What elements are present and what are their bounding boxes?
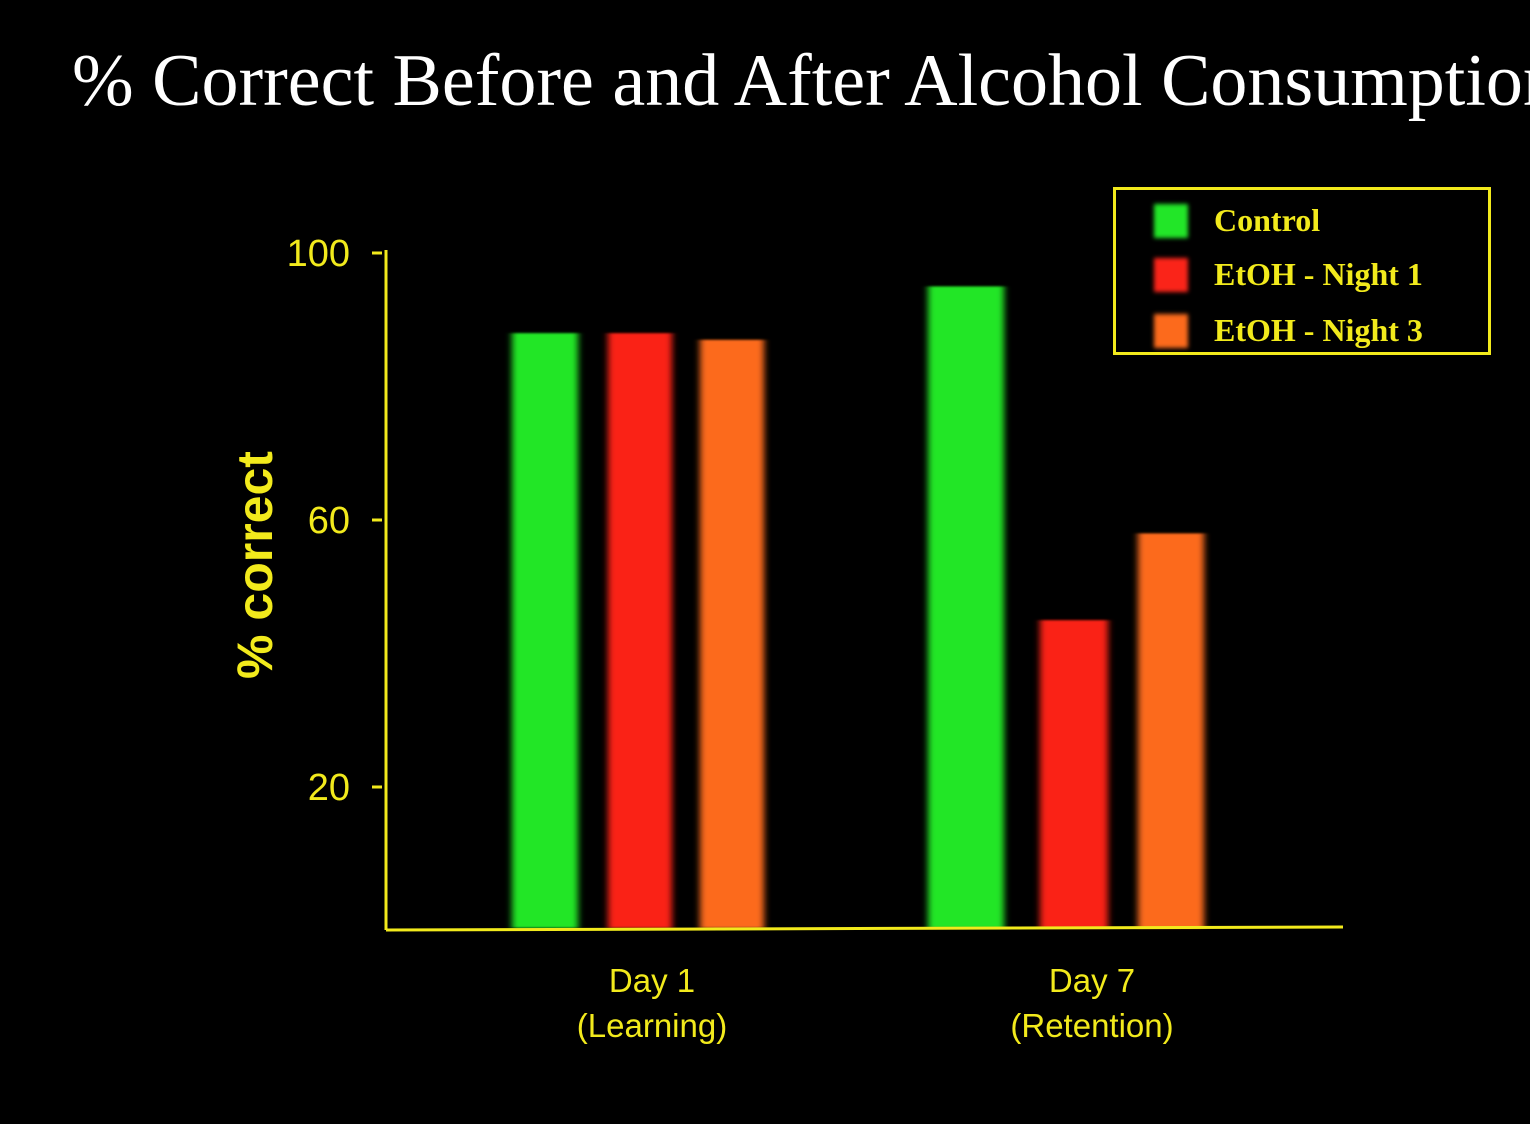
legend: Control EtOH - Night 1 EtOH - Night 3 (1113, 187, 1491, 355)
bar-etoh-night-1-cat-2 (1040, 620, 1108, 928)
bar-etoh-night-3-cat-1 (700, 339, 764, 928)
legend-item-control: Control (1116, 198, 1488, 242)
y-tick-label: 20 (308, 767, 350, 809)
x-category-label: Day 1 (609, 962, 695, 999)
y-tick-label: 100 (287, 233, 350, 275)
y-axis-title: % correct (227, 451, 283, 679)
legend-label-etoh-night-1: EtOH - Night 1 (1214, 256, 1423, 292)
legend-item-etoh-night-3: EtOH - Night 3 (1116, 308, 1488, 352)
legend-swatch-control (1154, 204, 1188, 238)
bar-etoh-night-1-cat-1 (608, 333, 672, 929)
x-category-label: (Retention) (1010, 1007, 1173, 1044)
legend-swatch-etoh-night-3 (1154, 314, 1188, 348)
x-category-label: (Learning) (577, 1007, 727, 1044)
legend-label-etoh-night-3: EtOH - Night 3 (1214, 312, 1423, 348)
bar-etoh-night-3-cat-2 (1138, 533, 1204, 928)
y-tick-label: 60 (308, 500, 350, 542)
bar-control-cat-1 (512, 333, 578, 929)
legend-swatch-etoh-night-1 (1154, 258, 1188, 292)
x-category-label: Day 7 (1049, 962, 1135, 999)
chart-title: % Correct Before and After Alcohol Consu… (72, 40, 1530, 122)
legend-item-etoh-night-1: EtOH - Night 1 (1116, 252, 1488, 296)
bar-control-cat-2 (928, 286, 1004, 928)
legend-label-control: Control (1214, 202, 1321, 238)
x-axis-line (385, 925, 1344, 932)
